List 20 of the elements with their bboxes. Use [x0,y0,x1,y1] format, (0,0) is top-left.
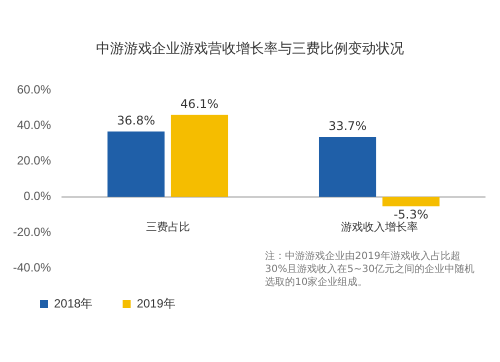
chart-title: 中游游戏企业游戏营收增长率与三费比例变动状况 [95,40,405,58]
legend-label: 2019年 [136,296,176,310]
x-tick-label: 三费占比 [146,220,190,234]
bar [318,136,376,197]
x-tick-label: 游戏收入增长率 [340,220,418,234]
legend-label: 2018年 [54,296,93,310]
bar [382,196,440,206]
bar [107,131,165,197]
data-label: -5.3% [394,207,428,222]
data-label: 33.7% [328,119,367,134]
y-tick-label: 60.0% [16,82,52,97]
y-tick-label: 20.0% [16,154,52,168]
y-tick-label: -20.0% [12,224,52,239]
y-tick-label: 40.0% [16,118,52,132]
bar [170,114,228,197]
annotation: 注：中游游戏企业由2019年游戏收入占比超30%且游戏收入在5~30亿元之间的企业中随机选取的10家企业组成。 [265,250,476,289]
data-label: 36.8% [116,114,156,128]
y-tick-label: -40.0% [12,260,52,274]
y-tick-label: 0.0% [24,189,52,204]
data-label: 46.1% [180,97,219,112]
